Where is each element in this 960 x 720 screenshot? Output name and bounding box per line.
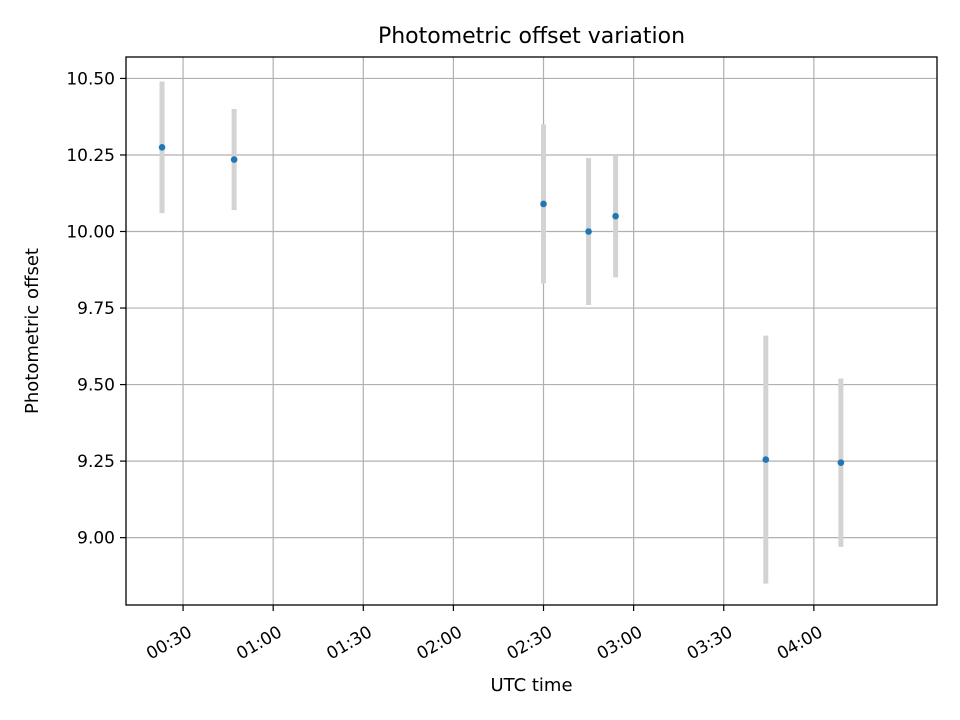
y-tick-label: 10.00 (66, 223, 115, 243)
data-point (585, 228, 592, 235)
data-point (762, 456, 770, 463)
grid (126, 57, 937, 605)
y-axis-ticks: 9.00 9.25 9.50 9.75 10.00 10.25 10.50 (66, 69, 126, 549)
data-point (612, 212, 619, 220)
y-tick-label: 9.00 (77, 529, 115, 549)
y-tick-label: 9.25 (77, 452, 115, 472)
y-axis-label: Photometric offset (22, 248, 43, 414)
data-layer (158, 81, 845, 584)
data-point (230, 156, 238, 163)
x-axis-label: UTC time (490, 675, 572, 696)
plot-frame (125, 56, 938, 606)
data-point (540, 200, 547, 208)
y-tick-label: 10.25 (66, 146, 115, 166)
chart-title: Photometric offset variation (378, 24, 685, 49)
y-tick-label: 9.50 (77, 376, 115, 396)
y-tick-label: 10.50 (66, 69, 115, 89)
y-tick-label: 9.75 (77, 299, 115, 319)
data-point (837, 459, 845, 466)
data-point (158, 144, 166, 151)
